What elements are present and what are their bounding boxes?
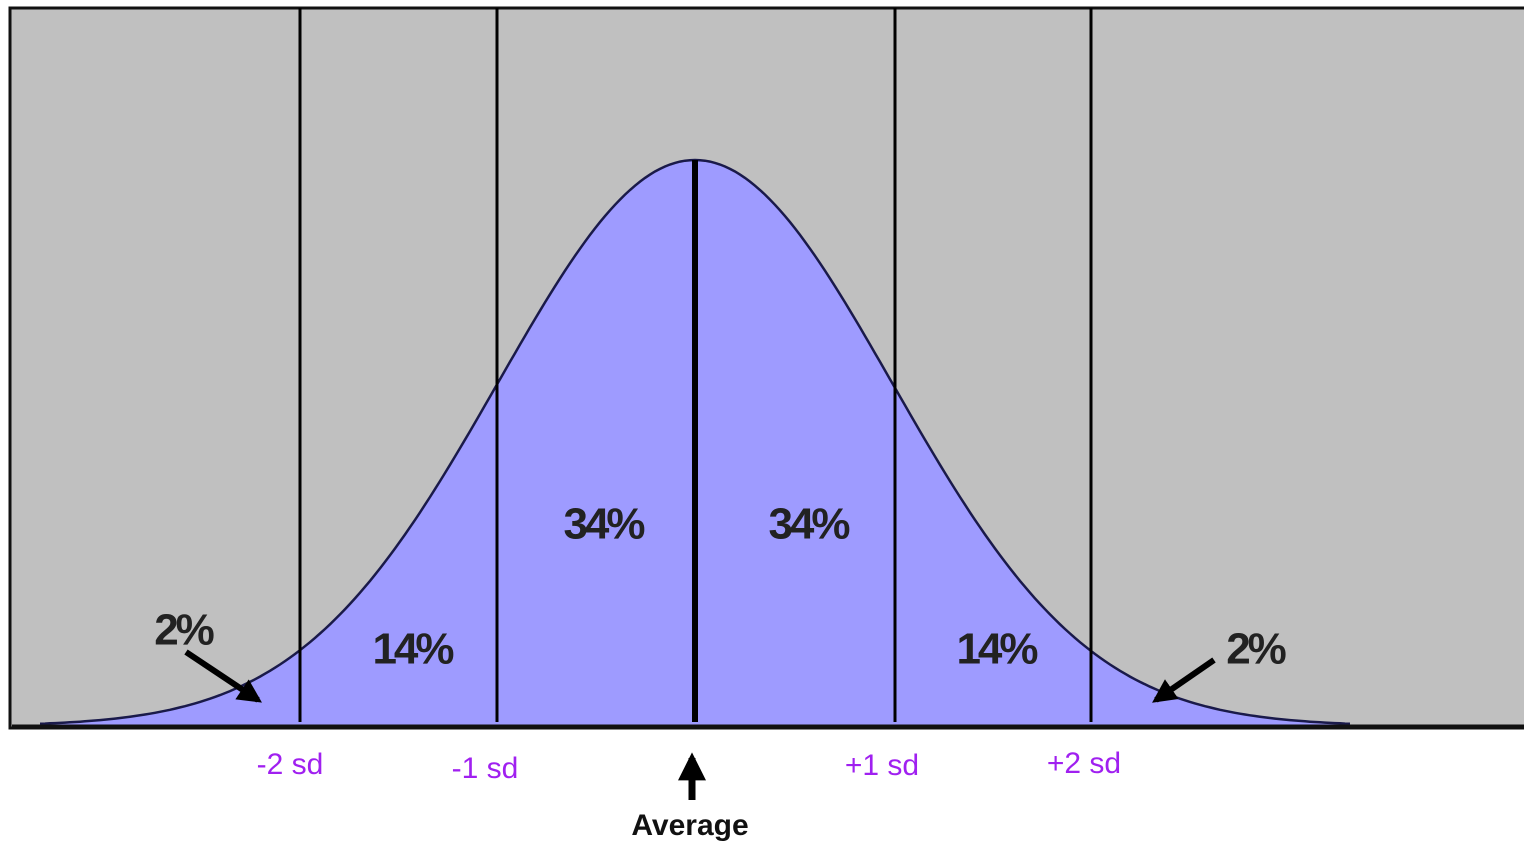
average-label: Average [631, 809, 748, 842]
region-label: 34% [563, 500, 644, 549]
sd-label: +2 sd [1047, 747, 1121, 780]
arrow [184, 649, 262, 703]
region-label: 2% [1226, 625, 1285, 674]
region-label: 34% [768, 500, 849, 549]
arrow [1152, 657, 1216, 703]
sd-label: +1 sd [845, 749, 919, 782]
sd-lines [298, 8, 1093, 722]
region-label: 2% [154, 606, 213, 655]
sd-label: -1 sd [452, 752, 519, 785]
region-label: 14% [372, 625, 453, 674]
region-label: 14% [956, 625, 1037, 674]
sd-label: -2 sd [257, 748, 324, 781]
